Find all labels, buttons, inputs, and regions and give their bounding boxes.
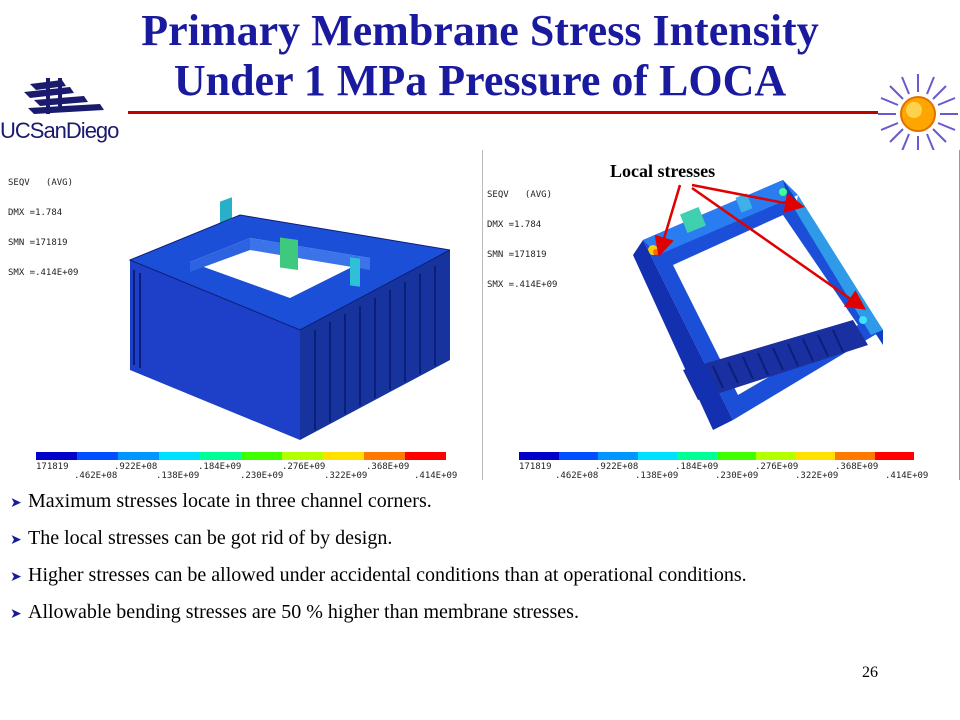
fea-panel-right: SEQV (AVG) DMX =1.784 SMN =171819 SMX =.…: [482, 150, 960, 481]
bullet-text: Maximum stresses locate in three channel…: [28, 490, 432, 512]
legend-line: SMX =.414E+09: [8, 268, 79, 278]
colorbar-label: .462E+08: [74, 471, 118, 481]
legend-line: DMX =1.784: [487, 220, 542, 230]
bullet-text: The local stresses can be got rid of by …: [28, 527, 393, 549]
colorbar-label: .414E+09: [414, 471, 458, 481]
colorbar-label: .184E+09: [675, 462, 719, 472]
colorbar-label: .368E+09: [835, 462, 879, 472]
legend-line: SMX =.414E+09: [487, 280, 558, 290]
colorbar-label: 171819: [36, 462, 69, 472]
stress-contour-model-left: [128, 197, 450, 440]
title-underline: [128, 111, 878, 114]
arrow-bullet-icon: ➤: [10, 569, 22, 585]
legend-block: SEQV (AVG) DMX =1.784 SMN =171819 SMX =.…: [487, 170, 557, 310]
colorbar-label: .138E+09: [156, 471, 200, 481]
logo-text: UCSanDiego: [0, 118, 119, 143]
list-item: ➤ The local stresses can be got rid of by…: [10, 525, 910, 553]
colorbar-label: .230E+09: [240, 471, 284, 481]
arrow-bullet-icon: ➤: [10, 606, 22, 622]
colorbar-left: [36, 452, 446, 460]
legend-line: SMN =171819: [8, 238, 68, 248]
colorbar-label: .462E+08: [555, 471, 599, 481]
colorbar-label: .230E+09: [715, 471, 759, 481]
colorbar-label: .368E+09: [366, 462, 410, 472]
colorbar-right: [519, 452, 914, 460]
legend-line: SMN =171819: [487, 250, 547, 260]
legend-block: SEQV (AVG) DMX =1.784 SMN =171819 SMX =.…: [8, 158, 78, 298]
bullet-text: Higher stresses can be allowed under acc…: [28, 564, 747, 586]
page-number: 26: [862, 664, 878, 681]
stress-contour-model-right: [633, 180, 883, 430]
ucsd-logo-icon: [24, 78, 104, 114]
colorbar-label: .922E+08: [595, 462, 639, 472]
arrow-bullet-icon: ➤: [10, 532, 22, 548]
list-item: ➤ Allowable bending stresses are 50 % hig…: [10, 599, 910, 627]
local-stresses-label: Local stresses: [610, 161, 716, 181]
colorbar-label: .322E+09: [795, 471, 839, 481]
legend-line: DMX =1.784: [8, 208, 63, 218]
list-item: ➤ Maximum stresses locate in three channe…: [10, 488, 910, 516]
bullet-list: ➤ Maximum stresses locate in three channe…: [10, 488, 910, 636]
colorbar-label: .276E+09: [755, 462, 799, 472]
colorbar-label: .322E+09: [324, 471, 368, 481]
legend-line: SEQV (AVG): [487, 190, 553, 200]
arrow-bullet-icon: ➤: [10, 495, 22, 511]
legend-line: SEQV (AVG): [8, 178, 74, 188]
colorbar-label: .184E+09: [198, 462, 242, 472]
list-item: ➤ Higher stresses can be allowed under ac…: [10, 562, 910, 590]
bullet-text: Allowable bending stresses are 50 % high…: [28, 601, 579, 623]
colorbar-label: .414E+09: [885, 471, 929, 481]
slide-title: Primary Membrane Stress Intensity Under …: [60, 6, 900, 106]
colorbar-label: .138E+09: [635, 471, 679, 481]
title-line-1: Primary Membrane Stress Intensity: [141, 6, 819, 55]
colorbar-label: 171819: [519, 462, 552, 472]
colorbar-label: .276E+09: [282, 462, 326, 472]
sun-icon: [878, 74, 958, 154]
colorbar-label: .922E+08: [114, 462, 158, 472]
title-line-2: Under 1 MPa Pressure of LOCA: [173, 56, 787, 105]
